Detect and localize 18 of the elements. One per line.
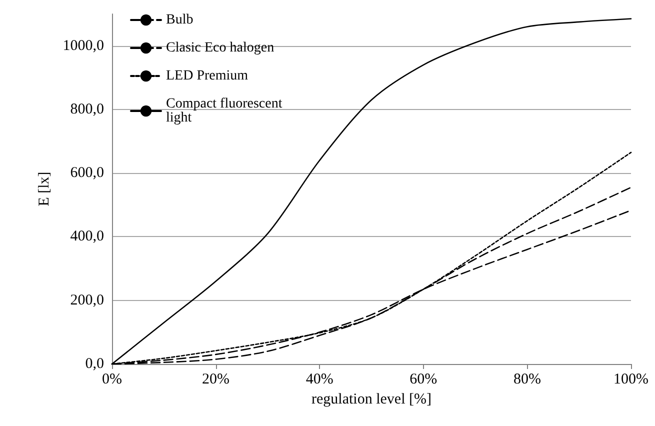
x-tick-label: 0%	[102, 372, 122, 388]
y-tick-label: 400,0	[70, 228, 104, 245]
legend-label: LED Premium	[166, 68, 248, 84]
x-tick-label: 80%	[513, 372, 541, 388]
x-tick-label: 40%	[306, 372, 334, 388]
y-tick-label: 1000,0	[62, 38, 104, 54]
legend-label: Clasic Eco halogen	[166, 40, 274, 56]
x-tick-label: 100%	[614, 372, 648, 388]
y-tick-label: 0,0	[85, 356, 104, 372]
y-axis-title: E [lx]	[36, 172, 52, 206]
x-tick-label: 60%	[410, 372, 438, 388]
legend-label: Compact fluorescent light	[166, 96, 286, 126]
legend-label: Bulb	[166, 12, 194, 28]
y-tick-label: 200,0	[70, 292, 104, 308]
x-tick-label: 20%	[202, 372, 230, 388]
y-tick-label: 600,0	[70, 165, 104, 182]
x-axis-title: regulation level [%]	[312, 392, 432, 408]
y-tick-label: 800,0	[70, 101, 104, 118]
